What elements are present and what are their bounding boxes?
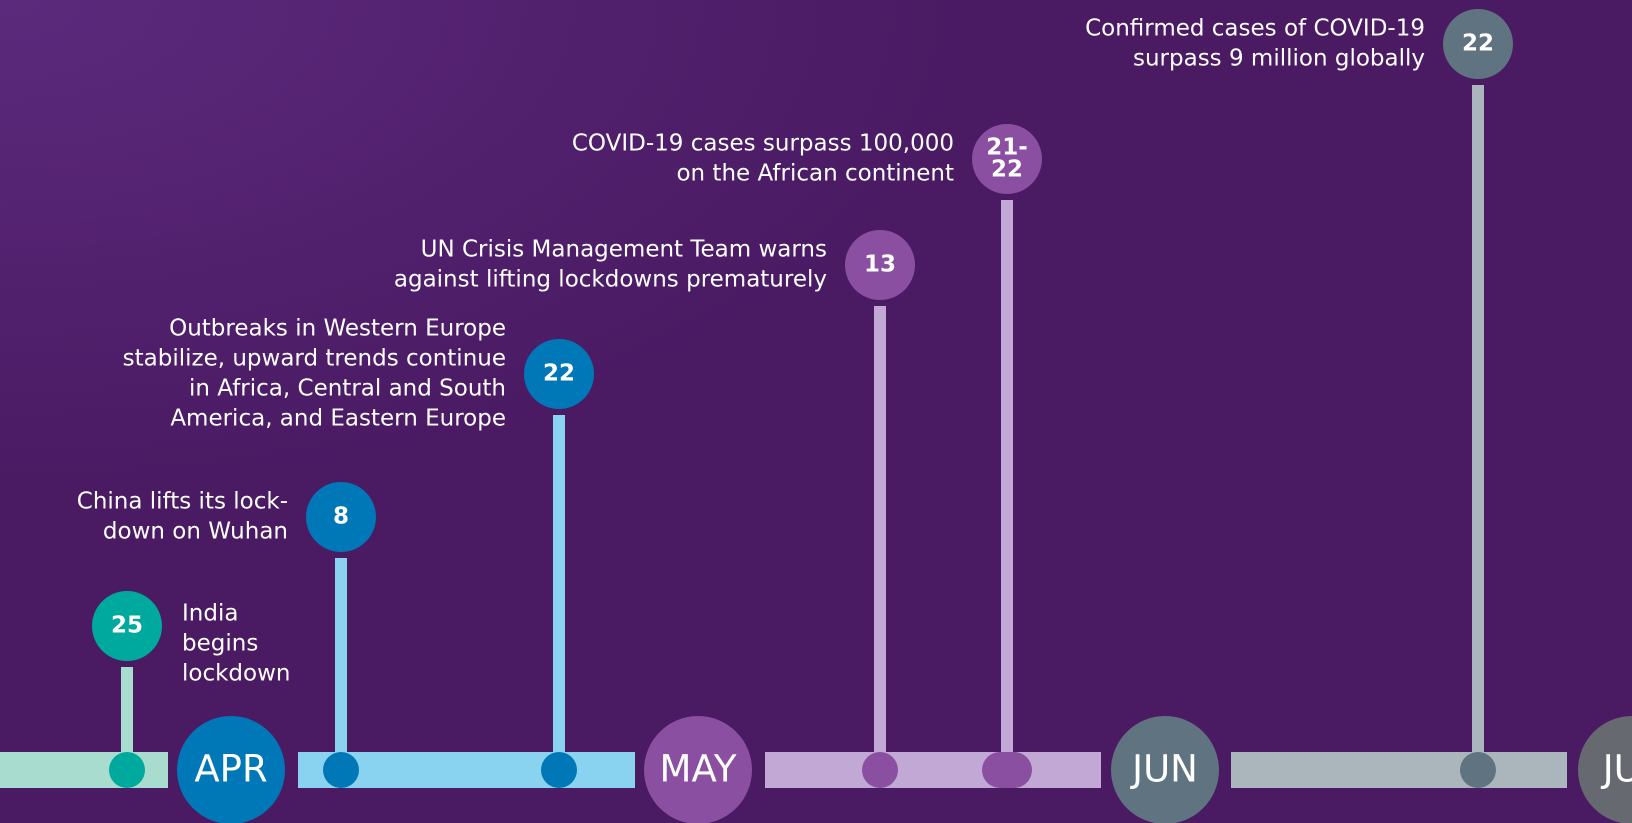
segment-may xyxy=(765,752,1101,788)
stem xyxy=(553,415,565,770)
stem xyxy=(1472,85,1484,770)
day-circle xyxy=(524,339,594,409)
event-text: lockdown xyxy=(182,661,291,687)
stem xyxy=(335,558,347,770)
stem xyxy=(874,306,886,770)
stem xyxy=(121,667,133,770)
event-text: America, and Eastern Europe xyxy=(170,406,506,432)
day-label: 13 xyxy=(864,252,896,278)
event-text: down on Wuhan xyxy=(103,519,288,545)
event-text: begins xyxy=(182,631,258,657)
event-text: India xyxy=(182,601,238,627)
day-label: 8 xyxy=(333,504,349,530)
month-circle xyxy=(644,716,752,823)
event-text: on the African continent xyxy=(676,161,954,187)
events: APR MAY JUN JUL 25 India begins lockdown 8 China … xyxy=(77,9,1632,823)
bar-dot xyxy=(982,752,1032,788)
month-label: MAY xyxy=(660,748,737,791)
event-text: against lifting lockdowns prematurely xyxy=(394,267,827,293)
event-text: China lifts its lock- xyxy=(77,489,288,515)
event-text: in Africa, Central and South xyxy=(189,376,506,402)
day-circle xyxy=(1443,9,1513,79)
month-label: APR xyxy=(194,748,267,791)
month-circle xyxy=(1578,716,1632,823)
bar-dot xyxy=(541,752,577,788)
month-circle xyxy=(177,716,285,823)
event-text: UN Crisis Management Team warns xyxy=(421,237,827,263)
day-label: 22 xyxy=(1462,31,1494,57)
bar-dot xyxy=(862,752,898,788)
month-label: JUL xyxy=(1601,748,1632,791)
day-label: 22 xyxy=(543,361,575,387)
day-label: 21- xyxy=(986,135,1028,161)
day-circle xyxy=(845,230,915,300)
event-text: COVID-19 cases surpass 100,000 xyxy=(572,131,954,157)
bar-dot xyxy=(323,752,359,788)
event-text: Confirmed cases of COVID-19 xyxy=(1085,16,1425,42)
bar-dot xyxy=(1460,752,1496,788)
month-label: JUN xyxy=(1130,748,1198,791)
event-text: Outbreaks in Western Europe xyxy=(169,316,506,342)
event-text: stabilize, upward trends continue xyxy=(123,346,506,372)
day-circle xyxy=(972,124,1042,194)
day-circle xyxy=(92,591,162,661)
day-label: 22 xyxy=(991,157,1023,183)
segment-jun xyxy=(1231,752,1567,788)
event-text: surpass 9 million globally xyxy=(1133,46,1425,72)
day-label: 25 xyxy=(111,613,143,639)
stem xyxy=(1001,200,1013,770)
month-circle xyxy=(1111,716,1219,823)
bar-dot xyxy=(109,752,145,788)
day-circle xyxy=(306,482,376,552)
